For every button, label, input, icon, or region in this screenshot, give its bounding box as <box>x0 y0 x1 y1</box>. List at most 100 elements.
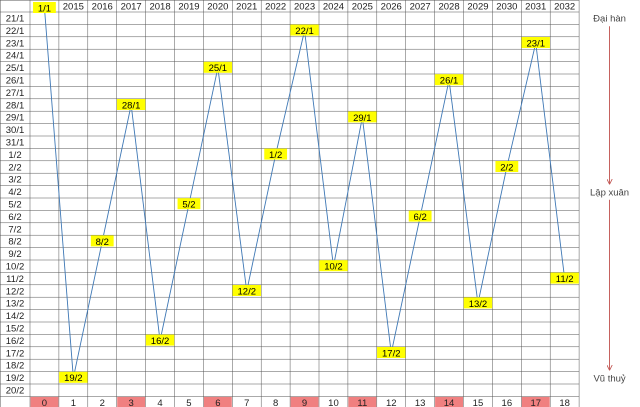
y-tick-label: 16/2 <box>6 336 25 347</box>
y-tick-label: 13/2 <box>6 299 25 310</box>
y-tick-label: 11/2 <box>6 274 24 285</box>
year-label: 2017 <box>121 2 142 13</box>
data-label-box <box>264 148 288 160</box>
annotation-label: Vũ thuỷ <box>593 373 625 384</box>
series-segment <box>477 166 509 304</box>
data-label: 6/2 <box>414 212 427 223</box>
data-label-box <box>145 334 175 346</box>
data-label-box <box>495 161 519 172</box>
data-label: 5/2 <box>182 200 195 211</box>
index-label: 8 <box>273 398 278 407</box>
y-tick-label: 25/1 <box>6 63 25 74</box>
y-tick-label: 2/2 <box>8 162 21 173</box>
year-label: 2024 <box>323 2 344 13</box>
series-segment <box>217 67 249 292</box>
series-segment <box>535 42 567 280</box>
data-label-box <box>521 37 550 48</box>
index-label: 16 <box>502 398 513 407</box>
y-tick-label: 15/2 <box>6 324 25 335</box>
y-tick-label: 21/1 <box>6 14 25 25</box>
data-label-box <box>116 99 146 110</box>
year-label: 2021 <box>236 2 257 13</box>
index-highlight <box>117 396 146 407</box>
y-tick-label: 3/2 <box>8 175 21 186</box>
data-label: 1/1 <box>38 3 51 14</box>
index-highlight <box>30 396 59 407</box>
y-tick-label: 19/2 <box>6 373 25 384</box>
y-tick-label: 24/1 <box>6 51 25 62</box>
data-label-box <box>177 198 201 210</box>
year-label: 2026 <box>381 2 402 13</box>
data-label-box <box>319 260 348 272</box>
grid <box>0 0 580 407</box>
data-label-box <box>408 210 432 222</box>
index-label: 17 <box>530 398 541 407</box>
y-tick-label: 22/1 <box>6 26 25 37</box>
index-highlight <box>203 396 232 407</box>
year-label: 2032 <box>554 2 575 13</box>
year-label: 2018 <box>149 2 170 13</box>
y-tick-label: 20/2 <box>6 386 25 397</box>
y-tick-label: 28/1 <box>6 100 25 111</box>
y-tick-label: 1/2 <box>8 150 21 161</box>
index-highlight <box>435 396 463 407</box>
series-segment <box>275 30 306 155</box>
index-label: 18 <box>559 398 570 407</box>
year-label: 2019 <box>178 2 199 13</box>
year-label: 2027 <box>410 2 431 13</box>
data-label: 23/1 <box>527 38 546 49</box>
data-label-box <box>203 61 233 73</box>
data-label: 2/2 <box>500 162 513 173</box>
data-labels: 1/1 19/2 8/2 28/1 16/2 5/2 25/1 12/2 1/2 22/1 10/2… <box>33 2 579 384</box>
index-label: 2 <box>100 398 105 407</box>
year-label: 2022 <box>265 2 286 13</box>
data-label-box <box>434 74 464 86</box>
series-segment <box>130 104 162 342</box>
data-label: 22/1 <box>295 26 314 37</box>
y-tick-label: 26/1 <box>6 76 25 87</box>
year-label: 2015 <box>63 2 84 13</box>
year-label: 2016 <box>92 2 113 13</box>
data-label: 12/2 <box>238 286 257 297</box>
series-segment <box>448 80 480 304</box>
y-tick-label: 14/2 <box>6 311 25 322</box>
data-label: 25/1 <box>209 63 228 74</box>
data-label-box <box>348 111 377 123</box>
series-segment <box>246 154 278 292</box>
series-segment <box>419 79 451 217</box>
y-tick-label: 30/1 <box>6 125 25 136</box>
index-label: 0 <box>42 398 47 407</box>
data-label: 13/2 <box>469 299 488 310</box>
index-label: 15 <box>473 398 484 407</box>
series-segment <box>44 7 76 379</box>
year-label: 2029 <box>467 2 488 13</box>
year-labels: 2014201520162017201820192020202120222023… <box>34 2 575 13</box>
series-segment <box>101 104 133 242</box>
year-label: 2025 <box>352 2 373 13</box>
y-tick-label: 8/2 <box>8 237 21 248</box>
y-tick-label: 18/2 <box>6 361 25 372</box>
data-label: 1/2 <box>269 150 282 161</box>
y-tick-label: 27/1 <box>6 88 25 99</box>
year-label: 2028 <box>438 2 459 13</box>
series-segment <box>390 216 422 354</box>
index-label: 13 <box>415 398 426 407</box>
y-tick-label: 7/2 <box>8 224 21 235</box>
year-label: 2020 <box>207 2 228 13</box>
index-highlight <box>521 396 550 407</box>
annotation-label: Lập xuân <box>590 187 629 198</box>
data-label-box <box>377 347 406 358</box>
index-label: 10 <box>328 398 339 407</box>
data-label-box <box>90 235 114 247</box>
index-highlight <box>348 396 377 407</box>
data-label: 19/2 <box>64 373 83 384</box>
y-tick-label: 5/2 <box>8 200 21 211</box>
data-label: 11/2 <box>556 274 574 285</box>
series-segment <box>361 117 393 354</box>
annotation-label: Đại hàn <box>593 14 626 25</box>
y-tick-label: 17/2 <box>6 348 25 359</box>
index-label: 14 <box>444 398 455 407</box>
y-tick-labels: 21/122/123/1 24/125/1 26/127/128/1 29/130/1… <box>6 14 25 397</box>
data-label-box <box>463 297 493 309</box>
